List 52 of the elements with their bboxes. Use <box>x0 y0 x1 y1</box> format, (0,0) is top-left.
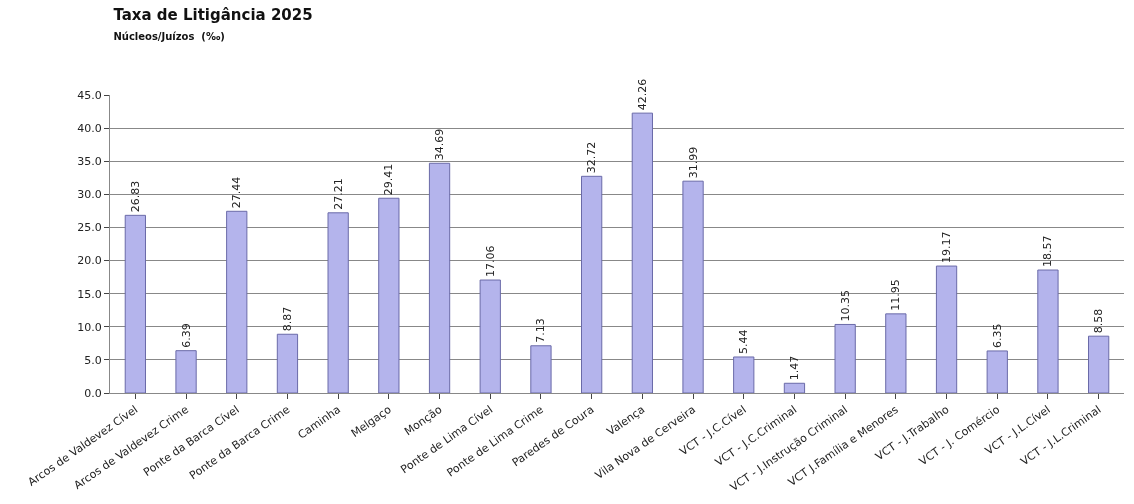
bar <box>226 210 248 393</box>
y-tick-label: 5.0 <box>84 353 102 367</box>
bar <box>733 356 755 393</box>
y-tick-label: 15.0 <box>77 287 102 301</box>
data-label: 6.39 <box>179 323 193 348</box>
bar <box>276 333 299 393</box>
data-label: 42.26 <box>635 78 649 111</box>
bar <box>378 197 400 393</box>
data-label: 11.95 <box>889 279 903 311</box>
data-label: 26.83 <box>128 180 142 213</box>
bar <box>428 162 451 393</box>
bar <box>1037 269 1059 393</box>
bar <box>935 265 958 393</box>
data-label: 18.57 <box>1041 235 1055 268</box>
bar <box>175 350 197 393</box>
data-label: 27.21 <box>331 178 345 210</box>
y-tick-label: 10.0 <box>77 320 102 334</box>
y-tick-label: 45.0 <box>77 88 102 102</box>
data-label: 8.58 <box>1092 308 1106 334</box>
bar <box>479 279 501 393</box>
data-label: 27.44 <box>230 176 244 209</box>
bar <box>124 214 146 393</box>
data-label: 10.35 <box>838 289 852 322</box>
data-label: 29.41 <box>382 163 396 196</box>
chart-subtitle: Núcleos/Juízos (‰) <box>113 30 225 42</box>
bar <box>885 313 907 393</box>
data-label: 19.17 <box>940 231 954 264</box>
data-label: 31.99 <box>686 146 700 179</box>
data-label: 8.87 <box>280 306 294 332</box>
bar <box>682 180 704 393</box>
chart-title: Taxa de Litigância 2025 <box>113 6 313 25</box>
y-tick-label: 30.0 <box>77 188 102 202</box>
data-label: 5.44 <box>737 329 751 354</box>
bar <box>1088 335 1110 393</box>
y-tick-label: 20.0 <box>77 254 102 268</box>
bar <box>581 175 603 393</box>
y-tick-label: 0.0 <box>84 386 102 400</box>
data-label: 1.47 <box>787 355 801 381</box>
data-label: 6.35 <box>990 323 1004 348</box>
y-tick-label: 35.0 <box>77 155 102 169</box>
bar <box>530 345 552 393</box>
bar <box>986 350 1008 393</box>
y-tick-label: 40.0 <box>77 121 102 135</box>
bar <box>783 382 806 393</box>
data-label: 7.13 <box>534 318 548 343</box>
data-label: 32.72 <box>585 141 599 174</box>
y-tick-label: 25.0 <box>77 221 102 235</box>
bar <box>327 212 349 393</box>
data-label: 17.06 <box>483 245 497 278</box>
bar <box>834 323 856 393</box>
data-label: 34.69 <box>433 128 447 161</box>
bar <box>631 112 653 393</box>
